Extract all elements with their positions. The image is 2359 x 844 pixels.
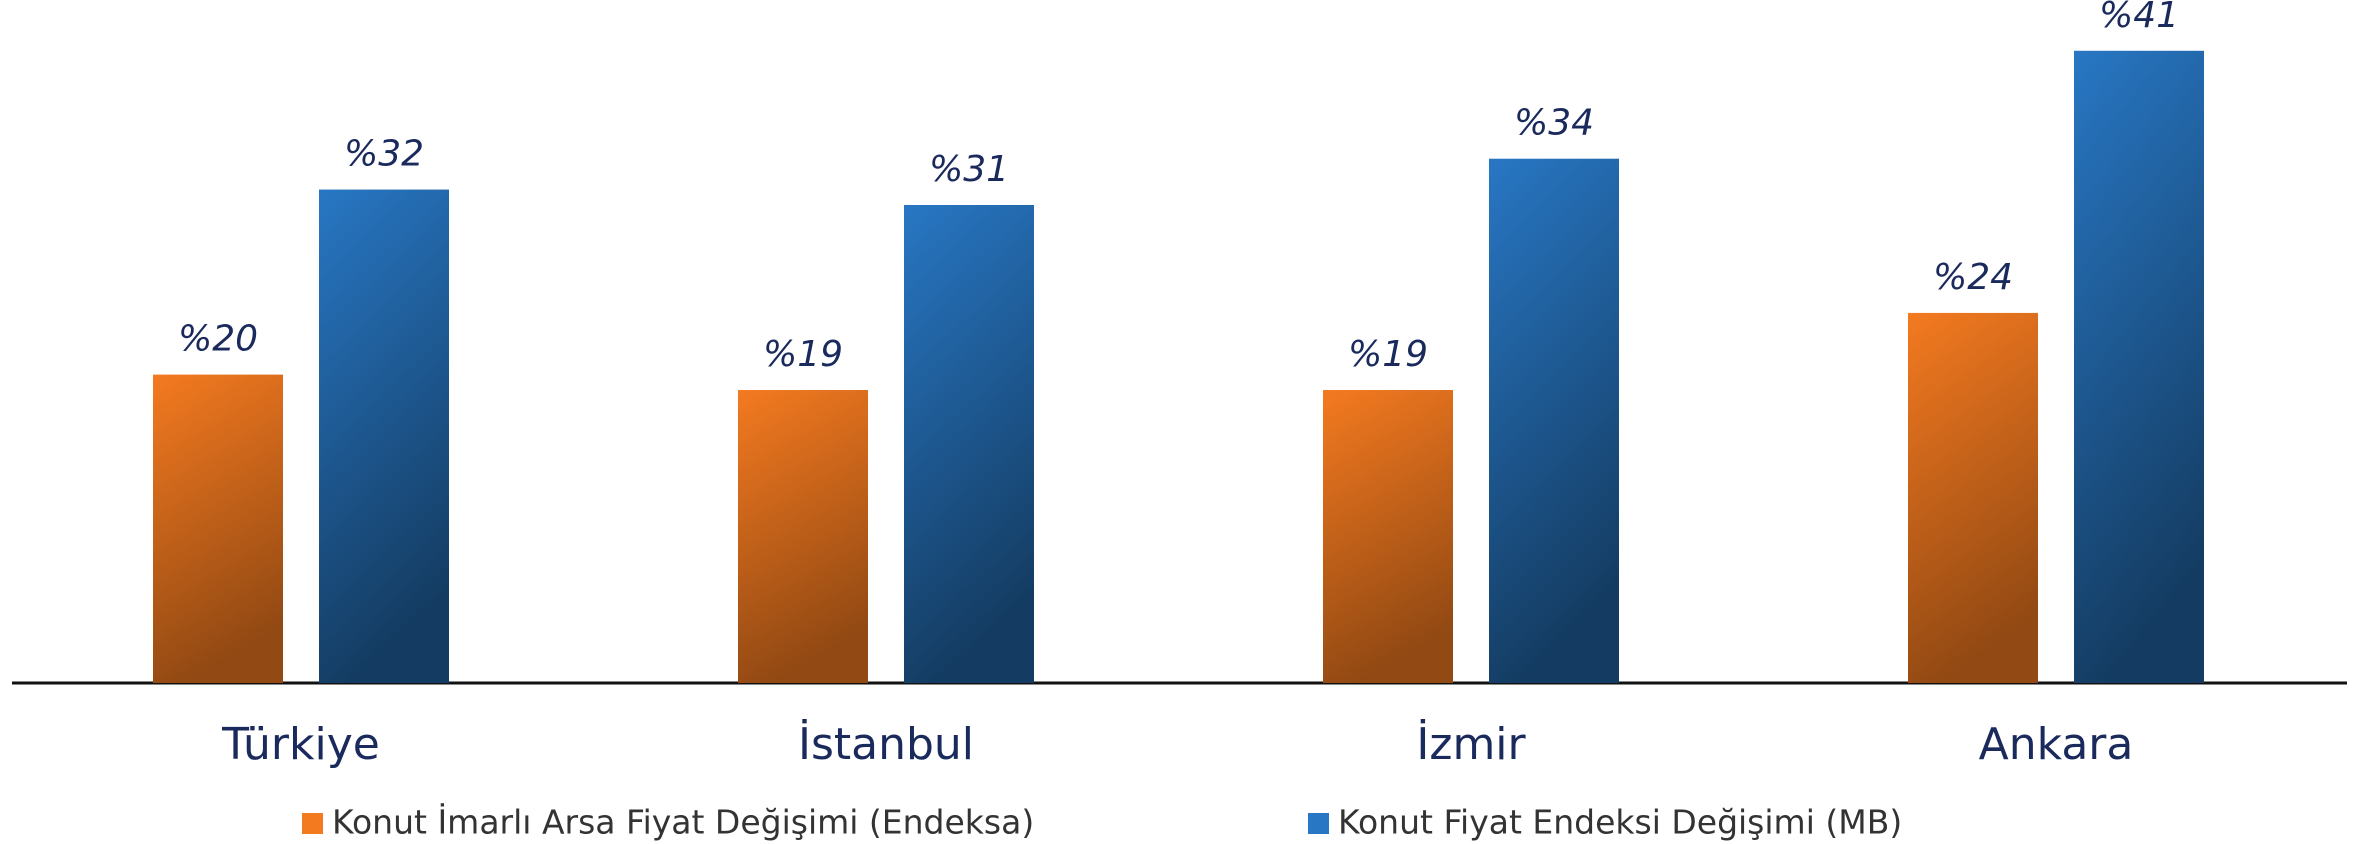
x-tick-label: Ankara [1979,719,2134,770]
bar [738,390,868,683]
bar [153,374,283,683]
legend-swatch [302,813,323,834]
bar [2074,50,2204,683]
x-tick-label: İzmir [1416,718,1526,770]
data-label: %20 [178,319,258,360]
data-label: %19 [763,334,843,375]
bar [319,189,449,683]
bar [904,204,1034,684]
legend-label: Konut İmarlı Arsa Fiyat Değişimi (Endeks… [332,803,1034,842]
data-label: %41 [2099,0,2179,36]
data-label: %34 [1514,103,1594,144]
bar [1908,312,2038,683]
bar [1323,390,1453,683]
data-label: %32 [344,134,424,175]
x-tick-label: İstanbul [798,718,974,770]
bar [1489,158,1619,684]
data-label: %24 [1933,257,2013,298]
x-tick-label: Türkiye [221,719,380,770]
legend-label: Konut Fiyat Endeksi Değişimi (MB) [1338,803,1902,842]
data-label: %31 [929,149,1009,190]
legend-swatch [1308,813,1329,834]
data-label: %19 [1348,334,1428,375]
